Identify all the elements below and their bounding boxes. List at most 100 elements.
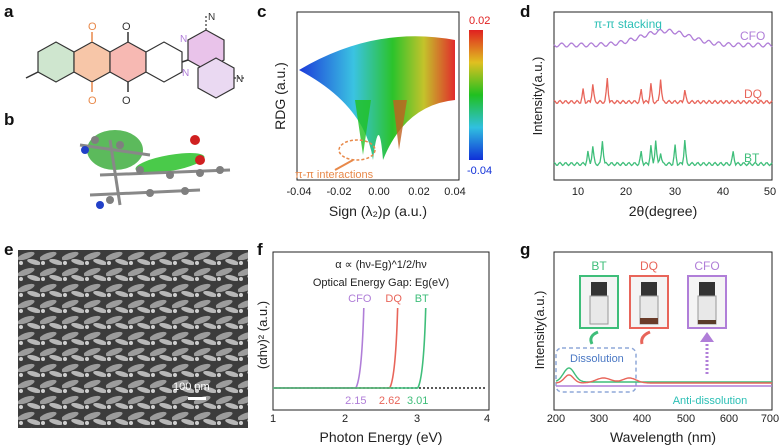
benzene-ring-left (37, 41, 75, 83)
x-tick-label: 20 (620, 186, 632, 198)
arrow-head (700, 332, 714, 342)
oxygen-atom-label: O (122, 21, 131, 33)
panel-letter-g: g (520, 240, 531, 259)
panel-f-tauc-plot: α ∝ (hν-Eg)^1/2/hν Optical Energy Gap: E… (255, 251, 490, 445)
oxygen-atom-label: O (122, 95, 131, 107)
tauc-series-dq (273, 307, 399, 389)
uv-series-bt (555, 367, 772, 383)
plot-frame (553, 11, 773, 181)
series-name-label: CFO (348, 293, 372, 305)
quinone-ring-right (109, 41, 147, 83)
x-axis-label: Photon Energy (eV) (320, 429, 443, 445)
series-label-bt: BT (744, 151, 760, 165)
x-tick-label: 200 (547, 413, 565, 425)
x-tick-label: 600 (720, 413, 738, 425)
xrd-series-bt (553, 140, 773, 167)
panel-letter-b: b (4, 110, 15, 129)
plot-frame (272, 251, 490, 411)
vial-dq: DQ (629, 259, 669, 329)
x-tick-label: 0.02 (408, 186, 429, 198)
series-name-label: BT (415, 293, 429, 305)
pi-pi-interactions-label: π-π interactions (295, 169, 374, 181)
arrow (334, 159, 354, 171)
x-tick-label: 1 (270, 413, 276, 425)
colorbar (469, 30, 483, 160)
uv-series-dq (555, 374, 772, 384)
series-name-label: DQ (385, 293, 402, 305)
series-label-cfo: CFO (740, 29, 765, 43)
panel-letter-c: c (257, 2, 267, 21)
rdg-scatter-cloud (299, 36, 455, 160)
quinone-ring-left (73, 41, 111, 83)
plot-frame (553, 251, 773, 411)
nitrogen-atom-label: N (236, 74, 243, 85)
formula-label: α ∝ (hν-Eg)^1/2/hν (335, 259, 427, 271)
vial-label: CFO (694, 259, 719, 273)
x-tick-label: 30 (669, 186, 681, 198)
xrd-series-cfo (553, 28, 773, 48)
y-axis-label: RDG (a.u.) (272, 62, 288, 130)
scale-bar-label: 100 nm (173, 381, 210, 393)
panel-c-rdg-plot: π-π interactions 0.02 -0.04 -0.04 -0.02 … (272, 11, 492, 219)
panel-b-molecular-model (79, 130, 231, 209)
plot-frame (296, 11, 460, 181)
panel-letter-d: d (520, 2, 531, 21)
scale-bar (188, 397, 206, 400)
panel-d-xrd-plot: Intensity(a.u.) π-π stacking CFO DQ BT 1… (530, 11, 776, 219)
panel-letter-a: a (4, 2, 14, 21)
x-tick-label: 0.00 (368, 186, 389, 198)
tauc-series-cfo (273, 307, 365, 389)
x-axis-label: Wavelength (nm) (610, 429, 716, 445)
subtitle-label: Optical Energy Gap: Eg(eV) (313, 277, 449, 289)
y-axis-label: Intensity(a.u.) (530, 57, 545, 136)
x-tick-label: -0.02 (326, 186, 351, 198)
panel-g-uv-plot: Intensity(a.u.) BT DQ CFO Dissolution An… (532, 251, 779, 445)
tauc-series-bt (273, 307, 427, 389)
x-tick-label: 700 (761, 413, 779, 425)
dissolution-box (555, 347, 637, 393)
xrd-series-dq (553, 77, 773, 105)
sem-image: 100 nm (18, 250, 248, 428)
nitrogen-atom-label: N (180, 34, 187, 45)
panel-letter-f: f (257, 240, 263, 259)
phenyl-ring-bottom (197, 57, 235, 99)
x-tick-label: 3 (414, 413, 420, 425)
x-tick-label: 300 (590, 413, 608, 425)
colorbar-min-label: -0.04 (467, 165, 492, 177)
vial-cfo: CFO (687, 259, 727, 329)
x-tick-label: 400 (633, 413, 651, 425)
x-tick-label: 500 (677, 413, 695, 425)
gap-value-label: 3.01 (407, 395, 428, 407)
vial-bt: BT (579, 259, 619, 329)
benzene-ring-right (145, 41, 183, 83)
oxygen-atom-label: O (88, 95, 97, 107)
nitrogen-atom-label: N (182, 68, 189, 79)
series-label-dq: DQ (744, 87, 762, 101)
x-tick-label: 10 (572, 186, 584, 198)
pi-pi-stacking-label: π-π stacking (594, 17, 662, 31)
dissolution-label: Dissolution (570, 353, 624, 365)
y-axis-label: (αhν)² (a.u.) (255, 301, 270, 369)
x-tick-label: 2 (342, 413, 348, 425)
x-tick-label: 4 (484, 413, 490, 425)
anti-dissolution-label: Anti-dissolution (673, 395, 748, 407)
arrow (640, 330, 651, 345)
x-axis-label: Sign (λ₂)ρ (a.u.) (329, 203, 427, 219)
pi-pi-highlight-circle (338, 139, 376, 161)
x-tick-label: 40 (717, 186, 729, 198)
x-tick-label: 50 (764, 186, 776, 198)
y-axis-label: Intensity(a.u.) (532, 291, 547, 370)
panel-a-structure: O O O O N N N N (25, 12, 246, 107)
vial-label: DQ (640, 259, 658, 273)
oxygen-atom-label: O (88, 21, 97, 33)
vial-label: BT (591, 259, 607, 273)
colorbar-max-label: 0.02 (469, 15, 490, 27)
gap-value-label: 2.15 (345, 395, 366, 407)
x-tick-label: 0.04 (444, 186, 465, 198)
nitrogen-atom-label: N (208, 12, 215, 23)
panel-letter-e: e (4, 240, 14, 259)
x-tick-label: -0.04 (286, 186, 311, 198)
arrow (589, 330, 599, 345)
x-axis-label: 2θ(degree) (629, 203, 698, 219)
gap-value-label: 2.62 (379, 395, 400, 407)
